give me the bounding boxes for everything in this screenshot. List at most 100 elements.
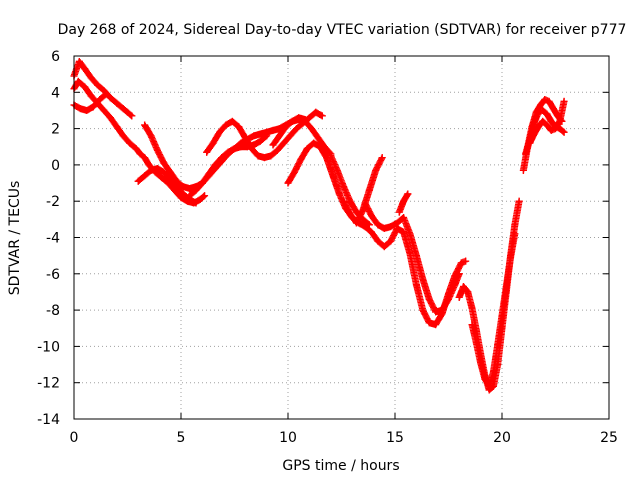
data-point [250,141,258,149]
data-point [539,117,547,125]
data-point [340,183,348,191]
x-tick-label: 15 [386,430,404,446]
data-point [160,159,168,167]
data-point [166,168,174,176]
data-point [267,152,275,160]
y-tick-label: -2 [46,194,60,210]
data-point [543,121,551,129]
data-point [128,112,136,120]
data-point [489,368,497,376]
y-tick-label: 0 [51,158,60,174]
data-point [543,110,551,118]
data-point [455,293,463,301]
y-tick-label: 6 [51,49,60,65]
data-point [530,130,538,138]
data-point [400,214,408,222]
data-point [445,295,452,303]
data-point [387,237,395,245]
data-point [295,114,303,122]
data-point [327,152,335,160]
data-point [477,359,485,367]
data-point [94,81,102,89]
data-point [305,114,313,122]
data-point [310,139,318,147]
data-point [216,128,224,136]
x-tick-label: 25 [600,430,618,446]
data-markers [455,197,523,394]
y-tick-label: 4 [51,85,60,101]
data-point [102,90,110,98]
x-axis-label: GPS time / hours [282,458,399,474]
data-point [273,146,281,154]
data-point [329,172,337,180]
data-point [228,117,236,125]
data-point [462,257,470,265]
y-tick-label: 2 [51,122,60,138]
data-point [308,125,316,133]
data-series [455,197,523,394]
data-point [560,128,568,136]
data-point [203,148,211,156]
data-point [275,132,283,140]
data-point [367,228,375,236]
data-point [119,105,127,113]
data-point [76,105,84,113]
data-point [432,308,440,316]
data-point [106,94,114,102]
data-point [312,108,320,116]
data-point [346,210,354,218]
data-point [314,134,322,142]
data-point [380,243,388,251]
data-point [141,172,149,180]
data-point [556,117,564,125]
data-point [282,123,290,131]
data-point [511,230,519,238]
data-point [425,319,433,327]
data-point [113,99,121,107]
data-point [192,199,200,207]
data-point [160,168,168,176]
data-point [539,106,547,114]
data-point [119,132,127,140]
chart-title: Day 268 of 2024, Sidereal Day-to-day VTE… [58,22,627,38]
y-tick-label: -6 [46,267,60,283]
data-point [288,117,296,125]
data-point [534,108,542,116]
data-point [425,295,433,303]
data-series [395,190,412,216]
data-point [303,145,311,153]
grid-layer [74,56,609,419]
data-point [74,77,82,85]
data-point [412,252,420,260]
data-series [70,90,110,114]
data-point [173,183,181,191]
data-point [196,195,204,203]
data-point [507,253,515,261]
data-point [552,125,559,133]
data-point [235,123,243,131]
data-point [318,112,326,120]
data-point [502,283,510,291]
data-point [534,123,542,131]
data-point [83,106,91,114]
data-point [269,126,277,134]
data-point [231,145,238,153]
data-point [81,83,89,91]
data-point [256,130,264,138]
data-point [81,65,89,73]
data-point [406,230,414,238]
data-point [166,175,174,183]
data-point [560,97,568,105]
data-point [352,219,360,227]
data-point [100,106,108,114]
data-point [241,134,249,142]
data-point [468,304,476,312]
data-point [284,179,292,187]
data-series [134,165,200,207]
data-point [457,259,465,267]
data-point [141,154,149,162]
data-point [209,139,217,147]
data-point [136,150,144,158]
data-point [522,150,530,158]
